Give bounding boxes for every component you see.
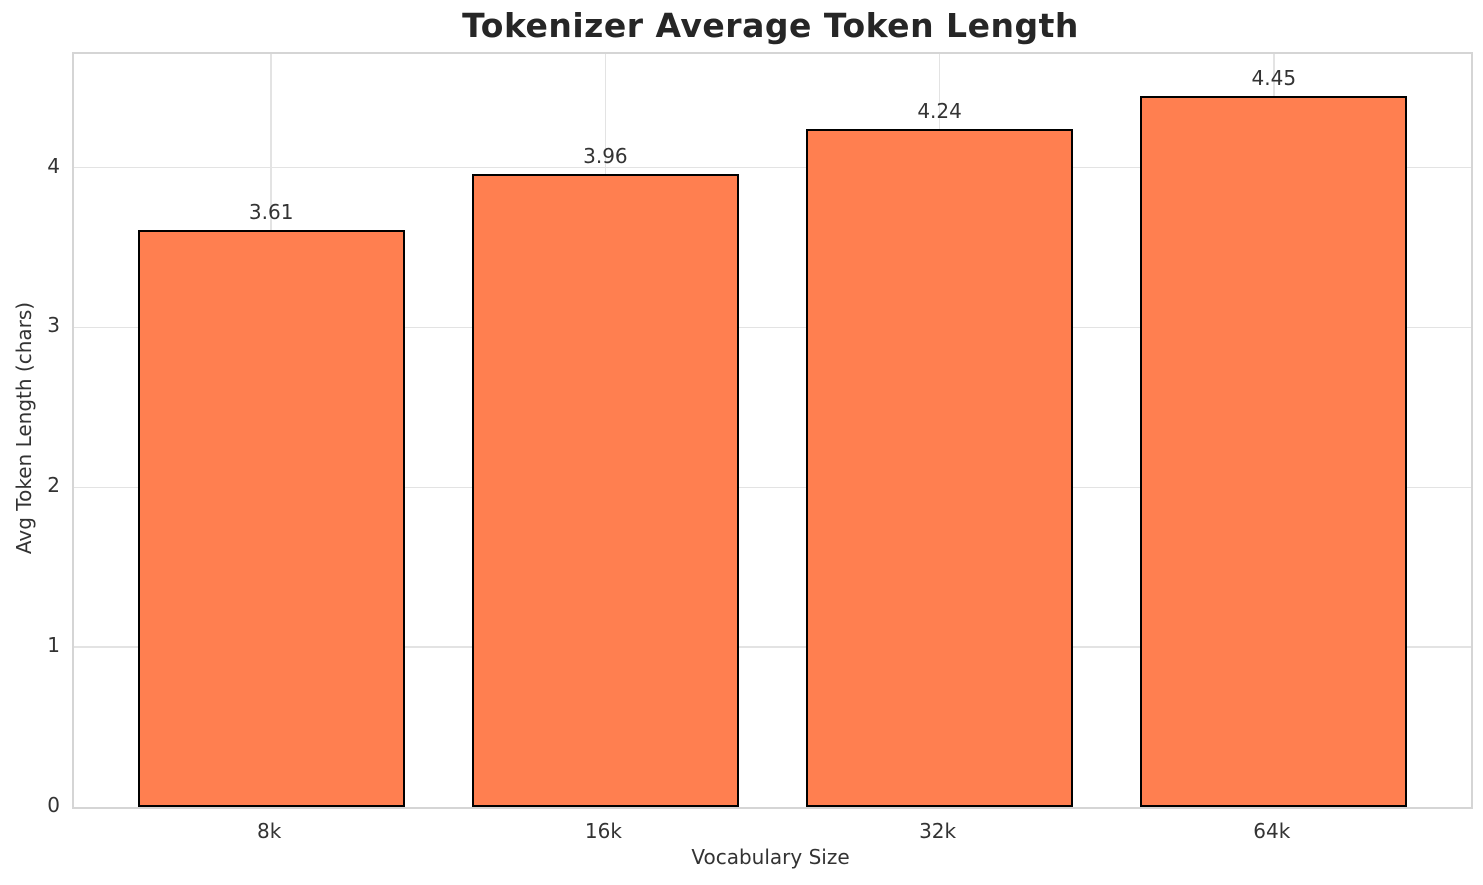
bar-value-label-8k: 3.61 [248, 199, 294, 224]
plot-area: 3.61 3.96 4.24 4.45 [72, 52, 1473, 809]
chart-title: Tokenizer Average Token Length [462, 6, 1079, 45]
x-axis-label: Vocabulary Size [691, 845, 850, 869]
xtick-label-32k: 32k [919, 819, 957, 843]
ytick-label-1: 1 [47, 633, 60, 658]
ytick-label-4: 4 [47, 153, 60, 178]
gridline-y-1 [74, 646, 1471, 648]
gridline-y-4 [74, 166, 1471, 169]
ytick-label-0: 0 [47, 793, 60, 817]
bar-value-label-16k: 3.96 [583, 143, 628, 168]
xtick-label-64k: 64k [1253, 819, 1291, 843]
gridline-y-3 [74, 326, 1471, 329]
gridline-y-2 [74, 486, 1471, 488]
y-axis-label: Avg Token Length (chars) [12, 301, 36, 555]
bar-64k [1140, 95, 1408, 807]
bar-16k [471, 173, 740, 807]
xtick-label-16k: 16k [584, 819, 622, 843]
xtick-label-8k: 8k [257, 819, 282, 843]
bar-value-label-64k: 4.45 [1251, 65, 1297, 90]
bar-8k [137, 229, 405, 807]
ytick-label-3: 3 [47, 313, 60, 338]
bar-value-label-32k: 4.24 [917, 99, 962, 124]
bar-32k [805, 129, 1074, 807]
ytick-label-2: 2 [47, 473, 60, 498]
